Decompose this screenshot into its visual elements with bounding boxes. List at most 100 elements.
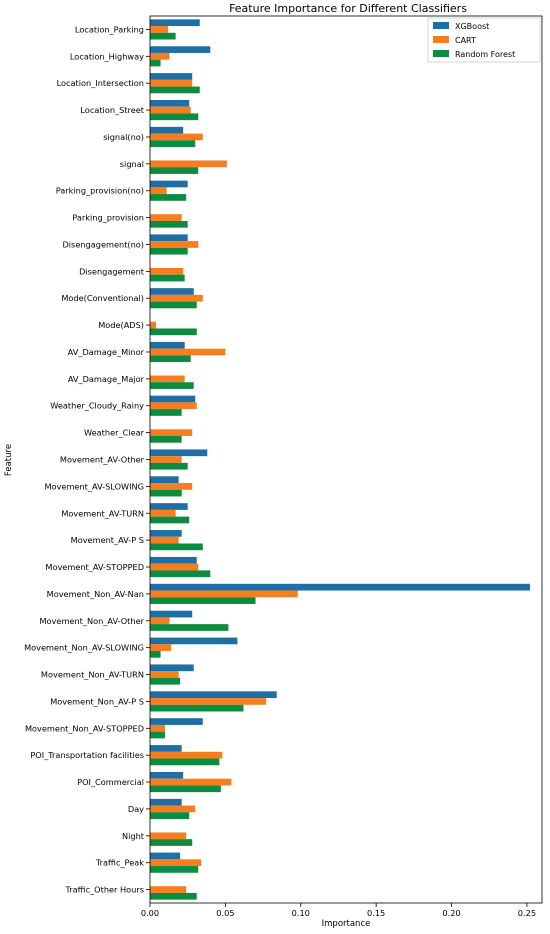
chart-title: Feature Importance for Different Classif… <box>229 2 467 15</box>
bar-random-forest-location-street <box>150 113 199 121</box>
bar-cart-mode-ads <box>150 321 157 329</box>
bar-random-forest-location-parking <box>150 32 176 40</box>
y-tick-label-night: Night <box>122 831 145 841</box>
bar-cart-movement-av-turn <box>150 509 176 517</box>
bar-xgboost-movement-non-av-nan <box>150 583 530 591</box>
y-tick-label-movement-non-av-turn: Movement_Non_AV-TURN <box>41 670 144 680</box>
y-axis-label: Feature <box>4 444 14 476</box>
bar-cart-poi-commercial <box>150 778 232 786</box>
bar-xgboost-movement-av-turn <box>150 503 188 510</box>
bar-xgboost-movement-av-slowing <box>150 476 179 484</box>
y-tick-label-av-damage-minor: AV_Damage_Minor <box>68 347 145 357</box>
y-tick-label-day: Day <box>128 804 144 814</box>
bar-xgboost-signal-no <box>150 126 184 134</box>
bar-random-forest-movement-non-av-slowing <box>150 651 161 658</box>
x-tick-label-0.10: 0.10 <box>292 908 310 918</box>
bar-random-forest-movement-non-av-turn <box>150 677 181 685</box>
bar-xgboost-parking-provision-no <box>150 180 188 188</box>
legend-swatch-xgboost <box>433 22 449 29</box>
bar-random-forest-location-highway <box>150 59 161 67</box>
bar-random-forest-signal-no <box>150 140 196 148</box>
bar-random-forest-parking-provision-no <box>150 194 187 201</box>
bar-cart-movement-av-stopped <box>150 563 199 571</box>
bar-xgboost-day <box>150 798 182 806</box>
y-tick-label-location-highway: Location_Highway <box>70 51 144 61</box>
bar-random-forest-movement-av-p-s <box>150 543 203 551</box>
bar-xgboost-disengagement-no <box>150 234 188 242</box>
y-tick-label-movement-av-p-s: Movement_AV-P S <box>71 535 144 545</box>
bar-cart-movement-av-other <box>150 456 182 463</box>
bar-xgboost-movement-av-other <box>150 449 208 457</box>
bar-xgboost-poi-transportation-facilities <box>150 745 182 752</box>
bar-cart-disengagement <box>150 267 184 275</box>
legend-swatch-cart <box>433 36 449 43</box>
y-tick-label-parking-provision: Parking_provision <box>72 213 144 223</box>
x-tick-label-0.25: 0.25 <box>518 908 536 918</box>
legend-swatch-random-forest <box>433 50 449 57</box>
y-tick-label-movement-non-av-nan: Movement_Non_AV-Nan <box>47 589 144 599</box>
bar-random-forest-location-intersection <box>150 86 200 94</box>
y-tick-label-movement-av-slowing: Movement_AV-SLOWING <box>44 481 144 491</box>
bar-cart-poi-transportation-facilities <box>150 751 223 759</box>
bar-random-forest-mode-conventional <box>150 301 197 309</box>
bar-cart-location-intersection <box>150 79 193 87</box>
bar-cart-movement-non-av-stopped <box>150 724 166 732</box>
x-tick-label-0.15: 0.15 <box>367 908 385 918</box>
bar-random-forest-movement-non-av-stopped <box>150 731 166 739</box>
y-tick-label-mode-conventional: Mode(Conventional) <box>61 293 144 303</box>
y-tick-label-av-damage-major: AV_Damage_Major <box>68 374 145 384</box>
bar-random-forest-av-damage-major <box>150 382 194 389</box>
bar-random-forest-movement-non-av-nan <box>150 597 256 604</box>
bar-xgboost-movement-non-av-turn <box>150 664 194 672</box>
bar-cart-mode-conventional <box>150 294 203 302</box>
bar-xgboost-movement-non-av-other <box>150 610 193 618</box>
x-tick-label-0.05: 0.05 <box>216 908 234 918</box>
bar-xgboost-movement-non-av-stopped <box>150 718 203 725</box>
y-tick-label-movement-av-stopped: Movement_AV-STOPPED <box>45 562 144 572</box>
bar-cart-movement-non-av-nan <box>150 590 298 598</box>
y-tick-label-movement-non-av-other: Movement_Non_AV-Other <box>39 616 144 626</box>
y-tick-label-traffic-peak: Traffic_Peak <box>95 858 144 868</box>
y-tick-label-signal: signal <box>120 159 144 169</box>
bar-random-forest-movement-av-slowing <box>150 489 182 497</box>
y-tick-label-movement-non-av-p-s: Movement_Non_AV-P S <box>50 696 144 706</box>
bar-xgboost-poi-commercial <box>150 771 184 779</box>
y-tick-label-parking-provision-no: Parking_provision(no) <box>56 186 144 196</box>
x-axis: 0.00 0.05 0.10 0.15 0.20 0.25 <box>141 903 536 918</box>
bar-xgboost-movement-non-av-p-s <box>150 691 277 699</box>
y-tick-label-weather-cloudy-rainy: Weather_Cloudy_Rainy <box>50 401 144 411</box>
bar-cart-av-damage-minor <box>150 348 226 356</box>
bar-cart-location-parking <box>150 26 169 33</box>
bar-random-forest-parking-provision <box>150 220 188 228</box>
x-axis-label: Importance <box>322 919 371 929</box>
y-tick-label-location-intersection: Location_Intersection <box>57 78 144 88</box>
y-tick-label-signal-no: signal(no) <box>103 132 144 142</box>
legend: XGBoost CART Random Forest <box>427 17 541 63</box>
y-tick-label-disengagement-no: Disengagement(no) <box>62 239 144 249</box>
y-tick-label-movement-av-turn: Movement_AV-TURN <box>61 508 144 518</box>
y-tick-label-location-parking: Location_Parking <box>75 24 144 34</box>
bar-cart-location-highway <box>150 52 170 60</box>
bar-cart-movement-non-av-turn <box>150 671 179 678</box>
bar-cart-traffic-peak <box>150 859 202 867</box>
y-tick-label-poi-transportation-facilities: POI_Transportation facilities <box>30 750 144 760</box>
bar-random-forest-signal <box>150 167 199 174</box>
bar-xgboost-movement-av-p-s <box>150 530 182 537</box>
bar-random-forest-traffic-peak <box>150 866 199 873</box>
bar-random-forest-movement-non-av-other <box>150 624 229 631</box>
bar-xgboost-av-damage-minor <box>150 341 185 349</box>
y-tick-label-location-street: Location_Street <box>80 105 144 115</box>
bar-cart-disengagement-no <box>150 241 199 248</box>
x-tick-label-0.20: 0.20 <box>442 908 460 918</box>
bar-random-forest-movement-non-av-p-s <box>150 704 244 712</box>
bar-random-forest-movement-av-other <box>150 462 188 470</box>
bar-cart-movement-av-slowing <box>150 483 193 490</box>
bar-cart-signal-no <box>150 133 203 141</box>
bar-cart-parking-provision-no <box>150 187 167 195</box>
bar-cart-av-damage-major <box>150 375 185 383</box>
bar-cart-movement-non-av-other <box>150 617 170 625</box>
bar-random-forest-poi-commercial <box>150 785 221 793</box>
bar-cart-movement-non-av-p-s <box>150 698 267 705</box>
bar-cart-movement-non-av-slowing <box>150 644 172 652</box>
bar-random-forest-av-damage-minor <box>150 355 191 363</box>
